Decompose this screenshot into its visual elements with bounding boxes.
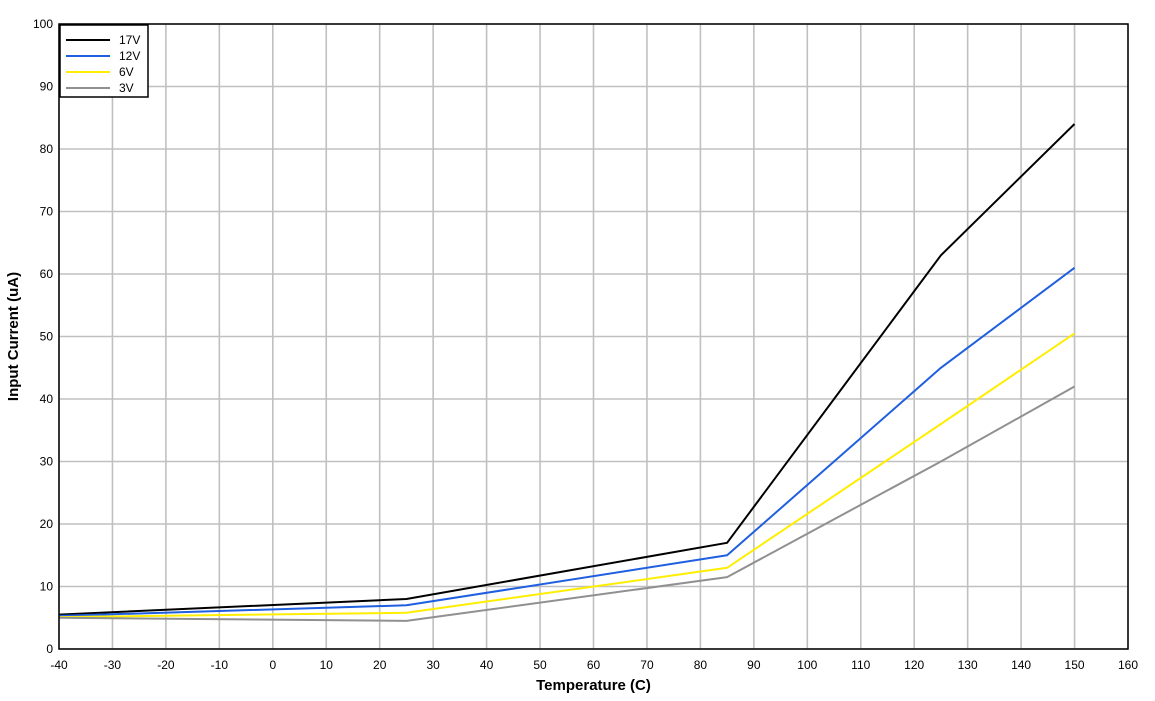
x-tick-label: 30 — [426, 658, 440, 672]
x-tick-label: -30 — [104, 658, 122, 672]
x-tick-label: 80 — [694, 658, 708, 672]
x-tick-label: 10 — [320, 658, 334, 672]
x-tick-label: 120 — [904, 658, 924, 672]
x-tick-label: 160 — [1118, 658, 1138, 672]
x-tick-label: 130 — [958, 658, 978, 672]
grid-lines — [58, 23, 1129, 650]
legend-box — [59, 24, 149, 98]
x-tick-label: 150 — [1065, 658, 1085, 672]
x-tick-label: 50 — [533, 658, 547, 672]
y-tick-label: 100 — [33, 17, 53, 31]
x-tick-label: 110 — [851, 658, 870, 672]
y-axis-ticks: 0 10 20 30 40 50 60 70 80 90 100 — [33, 17, 53, 656]
x-tick-label: 100 — [797, 658, 817, 672]
legend-label: 6V — [119, 65, 134, 79]
x-tick-label: 140 — [1011, 658, 1031, 672]
series-line-17V — [58, 123, 1076, 616]
y-tick-label: 30 — [40, 455, 54, 469]
legend: 17V 12V 6V 3V — [59, 24, 149, 98]
x-tick-label: -10 — [211, 658, 229, 672]
legend-label: 12V — [119, 49, 140, 63]
series-line-6V — [58, 332, 1076, 619]
series-lines — [58, 123, 1076, 622]
y-tick-label: 10 — [40, 580, 54, 594]
y-axis-title: Input Current (uA) — [5, 272, 22, 401]
y-tick-label: 50 — [40, 330, 54, 344]
x-tick-label: -40 — [50, 658, 68, 672]
x-tick-label: 90 — [747, 658, 761, 672]
y-tick-label: 60 — [40, 267, 54, 281]
x-axis-ticks: -40 -30 -20 -10 0 10 20 30 40 50 60 70 80 90 100 110 120… — [50, 658, 1138, 672]
y-tick-label: 70 — [40, 205, 54, 219]
y-tick-label: 80 — [40, 142, 54, 156]
legend-label: 3V — [119, 81, 134, 95]
x-tick-label: 40 — [480, 658, 494, 672]
x-tick-label: -20 — [157, 658, 175, 672]
series-line-12V — [58, 266, 1076, 617]
series-line-3V — [58, 385, 1075, 622]
x-tick-label: 20 — [373, 658, 387, 672]
y-tick-label: 20 — [40, 517, 54, 531]
legend-label: 17V — [119, 33, 140, 47]
plot-area-frame — [58, 23, 1129, 650]
y-tick-label: 90 — [40, 80, 54, 94]
x-tick-label: 60 — [587, 658, 601, 672]
x-tick-label: 0 — [269, 658, 276, 672]
x-tick-label: 70 — [640, 658, 654, 672]
y-tick-label: 40 — [40, 392, 54, 406]
x-axis-title: Temperature (C) — [536, 677, 651, 694]
y-tick-label: 0 — [46, 642, 53, 656]
